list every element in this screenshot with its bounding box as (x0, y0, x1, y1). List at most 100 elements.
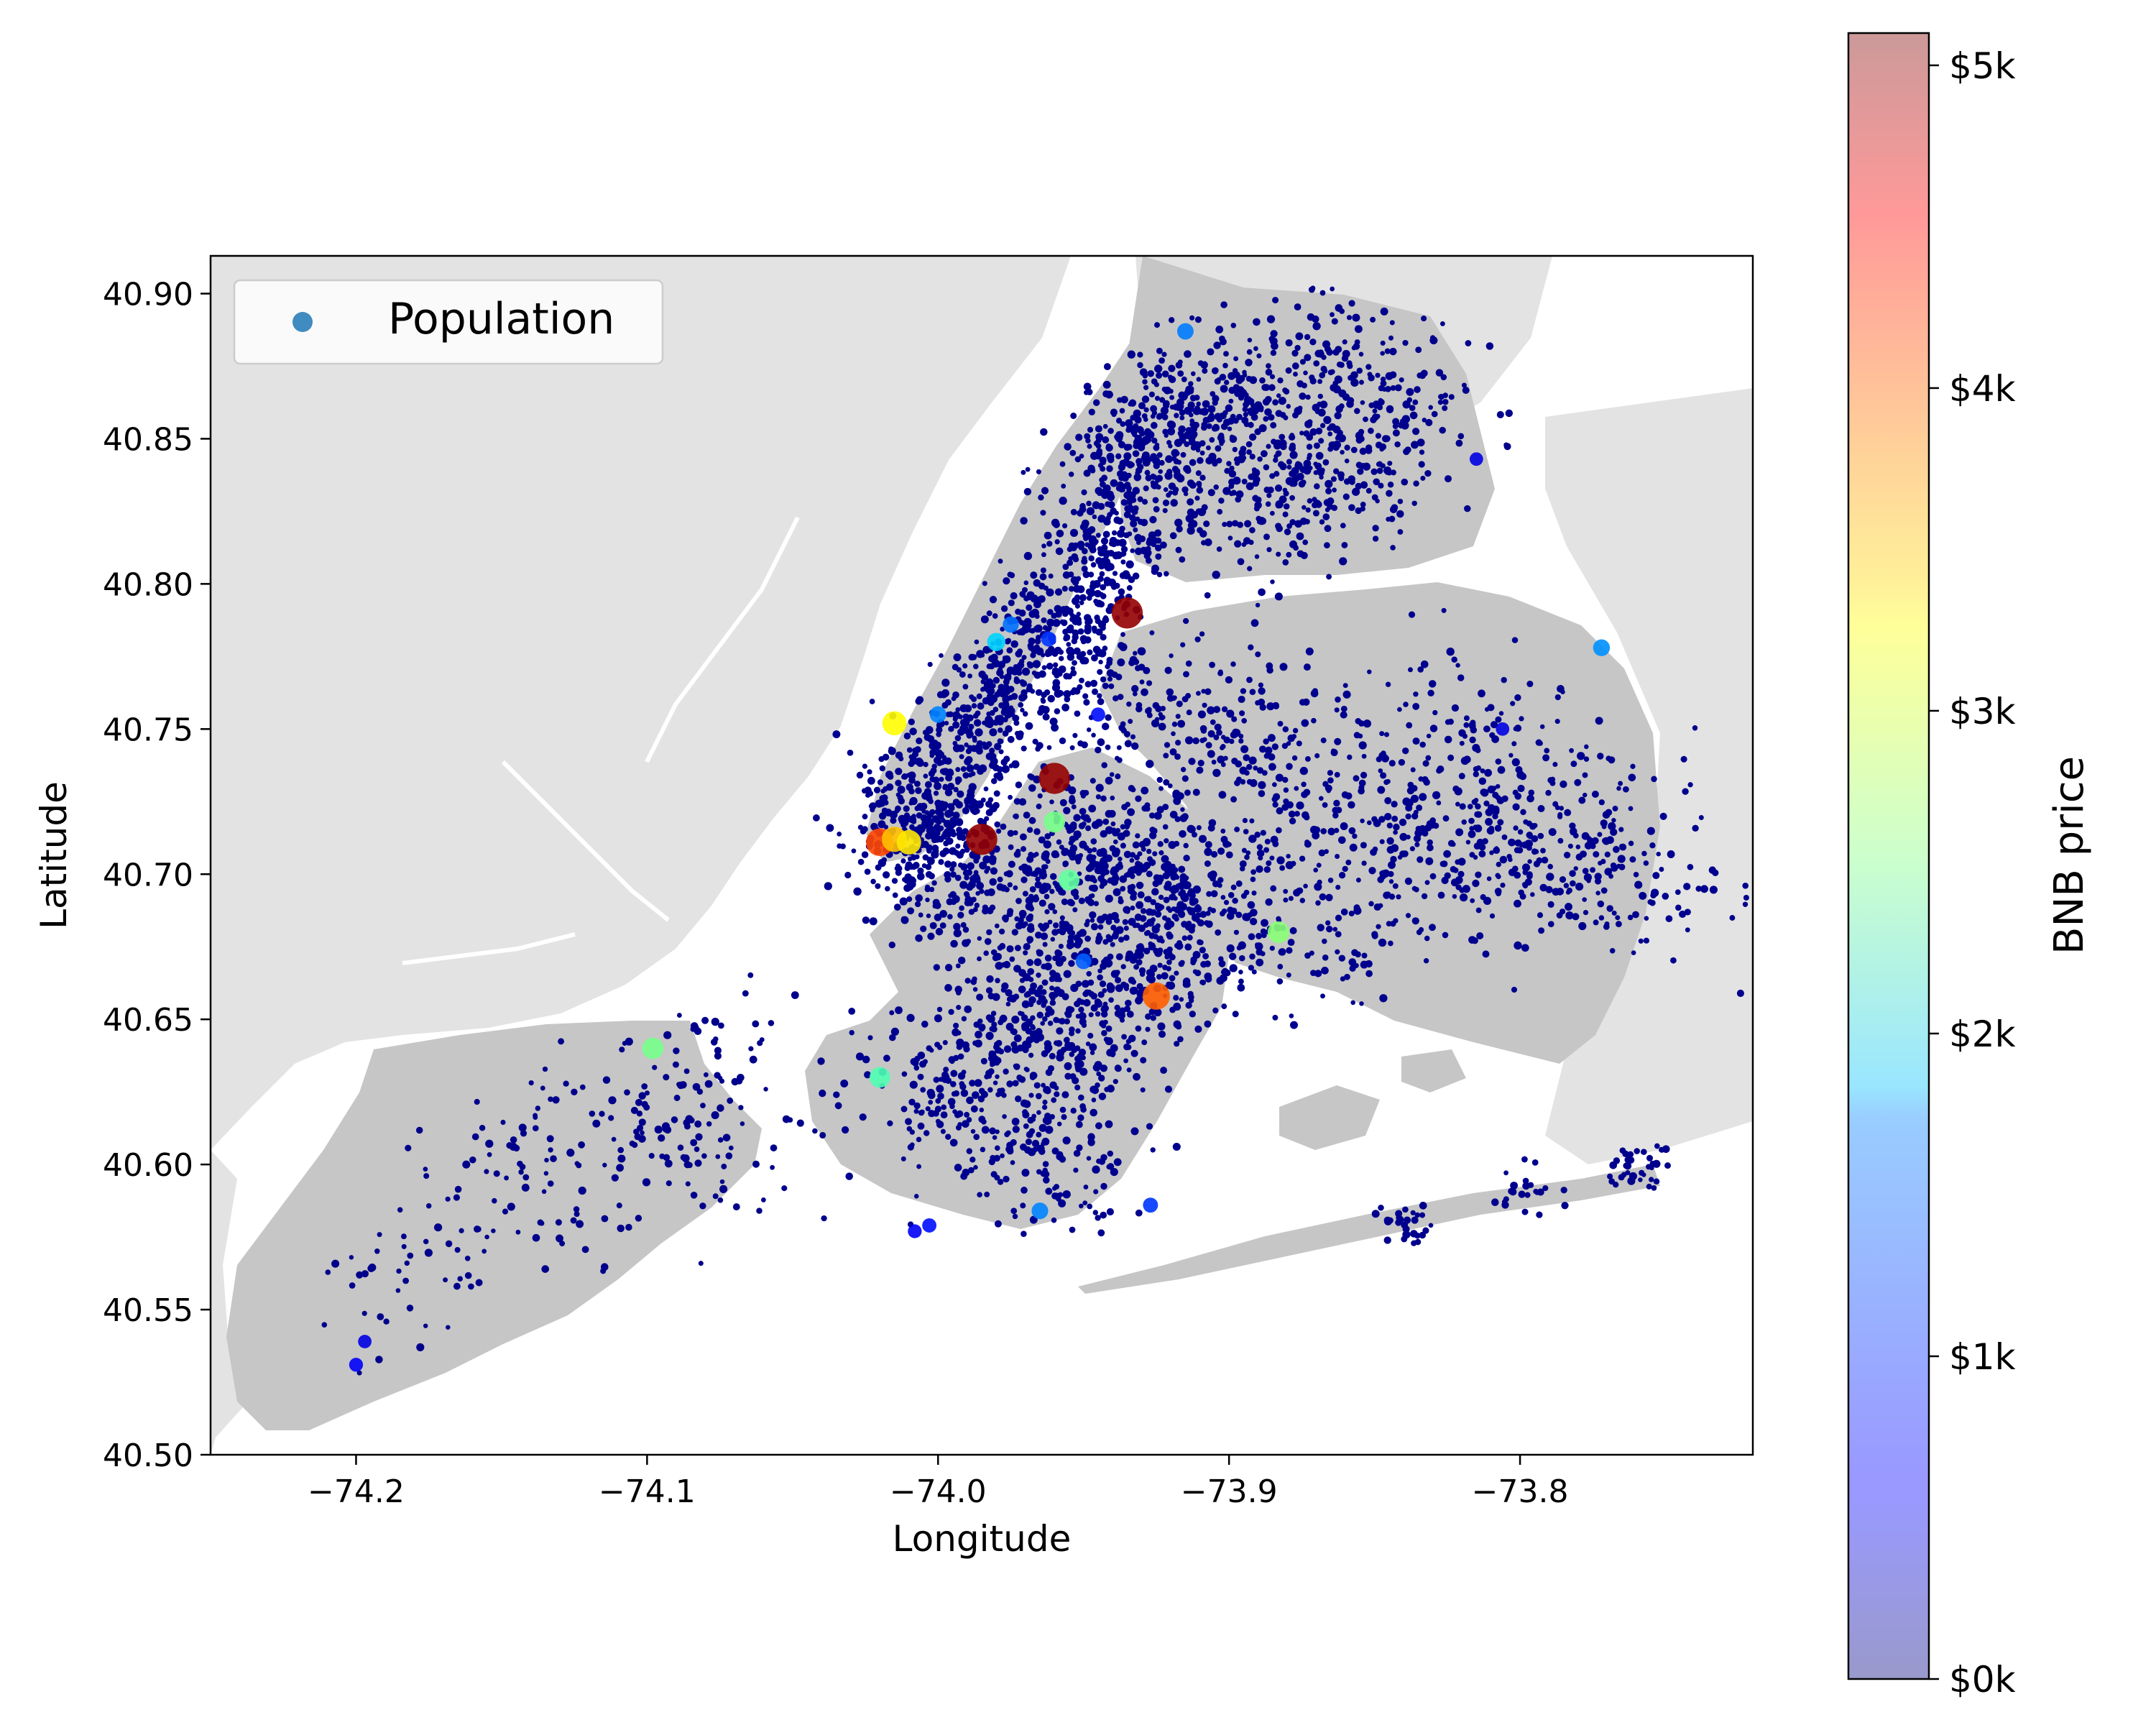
listing-point (1045, 1126, 1054, 1134)
listing-point (992, 1080, 998, 1085)
listing-point (981, 1126, 990, 1134)
listing-point (920, 1087, 926, 1093)
listing-point (1143, 896, 1151, 903)
listing-point (1064, 1072, 1072, 1080)
listing-point (1109, 772, 1115, 777)
listing-point (1044, 1011, 1051, 1018)
listing-point (1194, 1025, 1202, 1034)
listing-point (1619, 844, 1624, 849)
listing-point (1527, 833, 1534, 840)
listing-point (1270, 349, 1277, 356)
listing-point (1239, 954, 1245, 962)
listing-point (1365, 364, 1372, 370)
listing-point (1353, 775, 1360, 782)
listing-point (1081, 519, 1089, 528)
listing-point (1210, 908, 1217, 914)
listing-point (1294, 303, 1302, 310)
listing-point (1138, 967, 1146, 975)
listing-point (1212, 1007, 1219, 1014)
listing-point (1396, 894, 1401, 900)
listing-point (888, 942, 895, 949)
listing-point (1365, 487, 1372, 494)
listing-point (1141, 1039, 1148, 1046)
listing-point (1123, 452, 1132, 461)
listing-point (1228, 398, 1234, 404)
listing-point (1361, 753, 1367, 759)
listing-point (1189, 1011, 1196, 1018)
listing-point (1151, 437, 1158, 444)
listing-point (966, 1117, 972, 1123)
listing-point (985, 987, 993, 994)
listing-point (1078, 852, 1084, 858)
listing-point (1146, 974, 1154, 983)
listing-point (1288, 433, 1296, 441)
listing-point (916, 737, 923, 745)
listing-point (1291, 466, 1299, 475)
listing-point (1279, 865, 1286, 871)
listing-point (760, 1197, 766, 1202)
listing-point (1179, 814, 1188, 822)
listing-point (1092, 862, 1097, 868)
listing-point (1283, 388, 1290, 395)
listing-point (1323, 415, 1332, 425)
listing-point (1183, 855, 1190, 862)
listing-point (1148, 812, 1156, 819)
listing-point (1153, 811, 1162, 820)
listing-point (986, 711, 992, 717)
listing-point (1675, 904, 1682, 911)
listing-point (916, 1136, 922, 1143)
listing-point (1322, 459, 1330, 466)
listing-point (1101, 460, 1106, 465)
listing-point (1105, 1036, 1113, 1046)
listing-point (1470, 719, 1476, 726)
listing-point (1020, 1099, 1028, 1108)
listing-point (1143, 553, 1151, 560)
listing-point (1389, 347, 1397, 356)
listing-point (1064, 1018, 1070, 1025)
listing-point (677, 1144, 684, 1151)
listing-point (1069, 528, 1079, 537)
listing-point (1042, 1099, 1048, 1105)
listing-point (1181, 893, 1189, 903)
listing-point (1108, 997, 1114, 1003)
listing-point (1469, 736, 1476, 744)
listing-point (578, 1141, 586, 1149)
listing-point (1085, 438, 1091, 443)
listing-point (446, 1325, 451, 1330)
listing-point (1227, 372, 1236, 380)
listing-point (940, 1111, 948, 1118)
listing-point (973, 763, 980, 770)
listing-point (915, 787, 922, 794)
listing-point (415, 1126, 423, 1134)
listing-point (913, 1065, 920, 1071)
listing-point (905, 1118, 912, 1126)
listing-point (979, 1026, 985, 1032)
listing-point (1070, 666, 1076, 671)
listing-point (1176, 398, 1184, 407)
listing-point (1079, 505, 1087, 513)
listing-point (1521, 881, 1528, 888)
listing-point (1162, 499, 1170, 507)
listing-point (1183, 881, 1192, 890)
listing-point (952, 721, 960, 729)
listing-point (1085, 865, 1093, 873)
listing-point (1068, 472, 1074, 477)
listing-point (727, 1097, 734, 1104)
listing-point (1015, 898, 1022, 904)
listing-point (907, 907, 915, 915)
listing-point (1168, 490, 1173, 495)
listing-point (1123, 850, 1132, 858)
listing-point (1081, 565, 1088, 573)
listing-point (986, 663, 992, 670)
listing-point (1135, 705, 1143, 713)
listing-point (1412, 428, 1420, 436)
listing-point (1100, 676, 1107, 683)
listing-point (1317, 350, 1325, 358)
listing-point (1202, 702, 1207, 708)
listing-point (454, 1246, 461, 1254)
listing-point (1059, 461, 1066, 467)
listing-point (1021, 1230, 1027, 1237)
listing-point (862, 916, 870, 924)
listing-point (1411, 1216, 1419, 1224)
listing-point (1204, 1020, 1212, 1028)
